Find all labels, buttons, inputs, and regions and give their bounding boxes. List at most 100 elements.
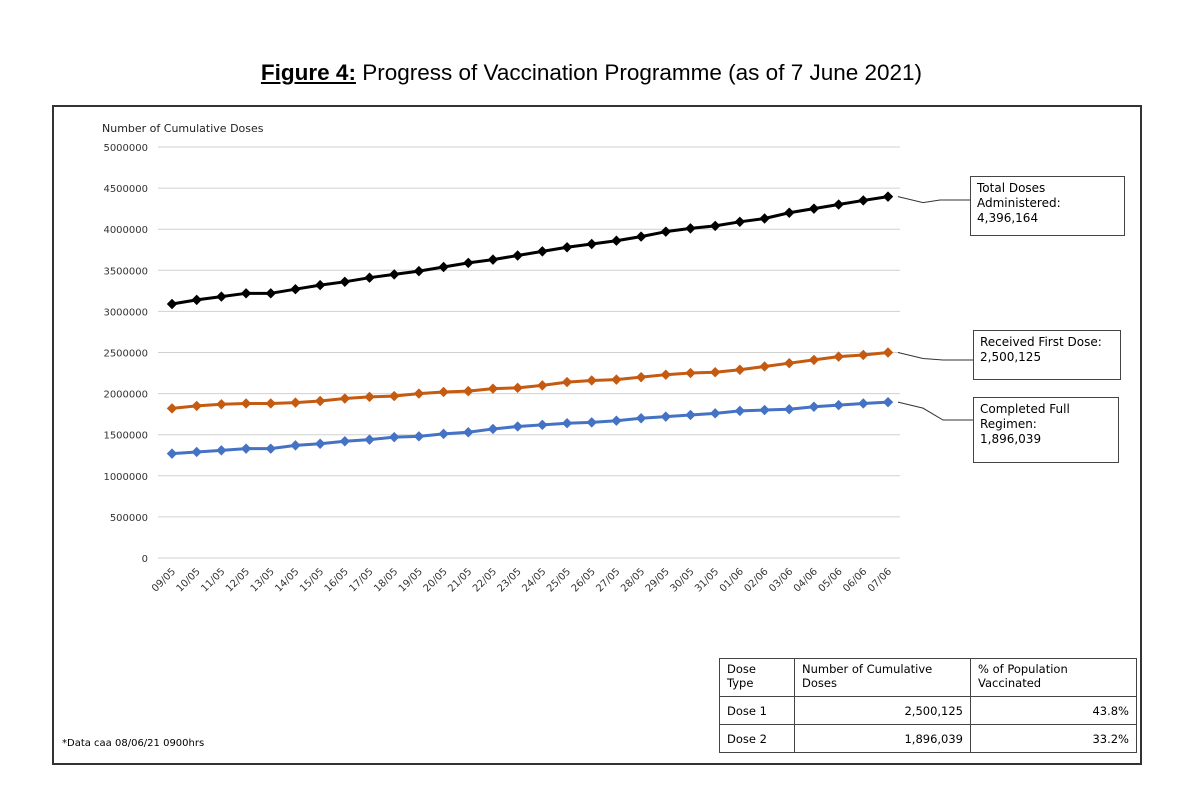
data-point-full: [413, 431, 425, 442]
annotation-total-doses: Total Doses Administered: 4,396,164: [970, 176, 1125, 236]
x-tick-label: 30/05: [668, 566, 696, 594]
data-point-total: [512, 250, 523, 261]
x-tick-label: 06/06: [841, 566, 869, 594]
data-point-full: [808, 401, 820, 412]
data-point-total: [784, 207, 795, 218]
annotation-first-dose: Received First Dose: 2,500,125: [973, 330, 1121, 380]
data-point-full: [216, 445, 227, 456]
data-point-total: [709, 220, 721, 232]
data-point-first: [734, 364, 746, 375]
data-point-first: [808, 354, 820, 366]
table-cell: Dose 1: [719, 696, 795, 725]
data-point-total: [586, 238, 597, 250]
data-point-full: [759, 404, 770, 416]
data-point-full: [537, 419, 548, 431]
x-tick-label: 28/05: [619, 566, 647, 594]
data-point-full: [487, 423, 499, 435]
x-tick-label: 02/06: [743, 566, 771, 594]
data-point-first: [314, 395, 326, 407]
x-tick-label: 11/05: [199, 566, 227, 594]
series-line-full: [171, 400, 889, 456]
data-point-first: [537, 380, 548, 391]
data-point-total: [734, 216, 746, 228]
data-point-full: [833, 399, 844, 411]
data-point-total: [537, 246, 548, 257]
x-tick-label: 17/05: [347, 566, 375, 594]
leader-line-first: [897, 352, 973, 361]
data-point-first: [487, 383, 499, 394]
data-point-full: [463, 427, 474, 438]
y-tick-label: 500000: [110, 513, 148, 524]
leader-line-full: [897, 401, 973, 421]
data-point-full: [438, 428, 449, 440]
data-point-total: [487, 254, 499, 265]
data-point-full: [512, 421, 523, 432]
data-point-first: [166, 403, 178, 414]
annotation-full-regimen: Completed Full Regimen: 1,896,039: [973, 397, 1119, 463]
x-tick-label: 27/05: [594, 566, 622, 594]
data-point-total: [660, 226, 672, 237]
data-point-full: [265, 443, 276, 454]
x-tick-label: 26/05: [570, 566, 598, 594]
x-tick-label: 20/05: [422, 566, 450, 594]
x-tick-label: 12/05: [224, 566, 252, 594]
x-tick-label: 21/05: [446, 566, 474, 594]
data-point-total: [216, 291, 227, 302]
y-tick-label: 1500000: [103, 431, 148, 442]
data-point-full: [858, 398, 869, 409]
data-point-first: [685, 367, 696, 379]
table-row: Dose 2 1,896,039 33.2%: [719, 724, 1137, 753]
x-tick-label: 14/05: [273, 566, 301, 594]
x-tick-label: 04/06: [792, 566, 820, 594]
data-point-first: [512, 382, 523, 394]
data-point-total: [759, 213, 770, 224]
data-point-first: [635, 371, 647, 383]
data-point-first: [759, 361, 770, 372]
data-point-full: [561, 417, 573, 429]
data-point-total: [240, 288, 252, 299]
data-point-full: [166, 448, 178, 459]
data-point-first: [709, 367, 721, 378]
data-point-first: [611, 374, 622, 385]
data-point-first: [784, 357, 795, 369]
data-point-total: [635, 231, 647, 242]
table-cell: Dose 2: [719, 724, 795, 753]
header-cumulative-doses: Number of Cumulative Doses: [794, 658, 971, 697]
x-tick-label: 19/05: [397, 566, 425, 594]
x-tick-label: 05/06: [817, 566, 845, 594]
y-tick-label: 0: [142, 554, 148, 565]
data-point-total: [561, 242, 573, 253]
data-point-total: [685, 223, 696, 234]
x-tick-label: 15/05: [298, 566, 326, 594]
data-point-first: [191, 400, 202, 412]
data-point-first: [413, 388, 425, 399]
header-population-vaccinated: % of Population Vaccinated: [970, 658, 1137, 697]
data-point-first: [882, 347, 894, 358]
x-tick-label: 03/06: [767, 566, 795, 594]
data-point-first: [265, 398, 276, 409]
x-tick-label: 09/05: [150, 566, 178, 594]
x-tick-label: 07/06: [866, 566, 894, 594]
table-cell: 2,500,125: [794, 696, 971, 725]
data-point-first: [833, 351, 844, 362]
table-header-row: Dose Type Number of Cumulative Doses % o…: [719, 658, 1137, 697]
data-point-first: [290, 397, 301, 408]
data-point-first: [858, 349, 869, 361]
data-point-total: [364, 272, 375, 283]
data-point-first: [240, 398, 252, 409]
data-point-total: [611, 235, 622, 246]
x-tick-label: 24/05: [520, 566, 548, 594]
data-point-first: [463, 385, 474, 397]
figure-caption: Figure 4: Progress of Vaccination Progra…: [0, 60, 1183, 86]
leader-line-total: [897, 196, 970, 204]
x-tick-label: 01/06: [718, 566, 746, 594]
data-point-total: [314, 279, 326, 291]
header-dose-type: Dose Type: [719, 658, 795, 697]
data-point-first: [561, 376, 573, 388]
data-point-first: [438, 386, 449, 398]
data-point-first: [388, 390, 400, 402]
data-point-full: [734, 405, 746, 417]
figure-label: Figure 4:: [260, 60, 356, 85]
dose-summary-table: Dose Type Number of Cumulative Doses % o…: [719, 658, 1137, 753]
series-line-first: [171, 350, 889, 410]
